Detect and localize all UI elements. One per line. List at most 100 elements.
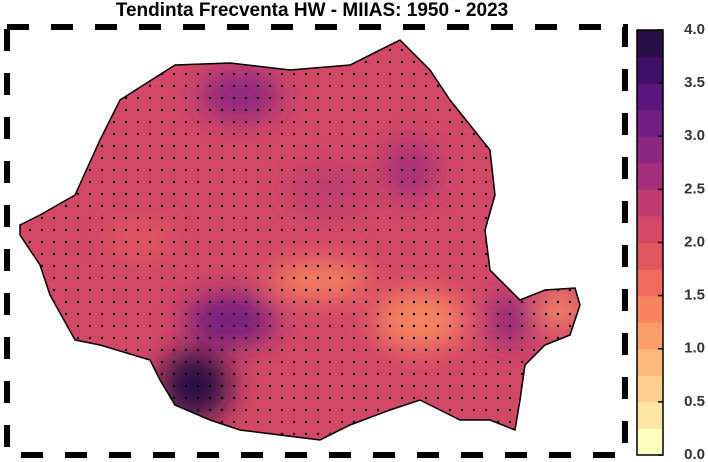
significance-dot (256, 264, 260, 268)
significance-dot (256, 168, 260, 172)
significance-dot (280, 300, 284, 304)
significance-dot (268, 324, 272, 328)
significance-dot (100, 312, 104, 316)
significance-dot (376, 96, 380, 100)
significance-dot (124, 168, 128, 172)
significance-dot (328, 216, 332, 220)
significance-dot (424, 384, 428, 388)
significance-dot (484, 372, 488, 376)
significance-dot (280, 348, 284, 352)
significance-dot (196, 228, 200, 232)
significance-dot (184, 84, 188, 88)
significance-dot (220, 180, 224, 184)
significance-dot (472, 168, 476, 172)
significance-dot (508, 408, 512, 412)
significance-dot (436, 144, 440, 148)
significance-dot (388, 168, 392, 172)
significance-dot (268, 180, 272, 184)
significance-dot (376, 168, 380, 172)
significance-dot (424, 84, 428, 88)
colorbar-bin (637, 56, 663, 84)
significance-dot (220, 144, 224, 148)
significance-dot (340, 84, 344, 88)
significance-dot (412, 144, 416, 148)
significance-dot (244, 168, 248, 172)
significance-dot (316, 252, 320, 256)
significance-dot (532, 312, 536, 316)
significance-dot (124, 132, 128, 136)
colorbar-bin (637, 83, 663, 111)
significance-dot (484, 156, 488, 160)
significance-dot (52, 264, 56, 268)
significance-dot (400, 288, 404, 292)
significance-dot (388, 180, 392, 184)
significance-dot (220, 228, 224, 232)
significance-dot (184, 300, 188, 304)
significance-dot (400, 108, 404, 112)
significance-dot (412, 372, 416, 376)
significance-dot (160, 288, 164, 292)
significance-dot (268, 156, 272, 160)
significance-dot (352, 396, 356, 400)
significance-dot (472, 408, 476, 412)
significance-dot (208, 252, 212, 256)
significance-dot (304, 312, 308, 316)
significance-dot (460, 336, 464, 340)
significance-dot (196, 216, 200, 220)
significance-dot (400, 336, 404, 340)
significance-dot (208, 156, 212, 160)
significance-dot (148, 168, 152, 172)
significance-dot (388, 372, 392, 376)
significance-dot (184, 180, 188, 184)
significance-dot (148, 264, 152, 268)
significance-dot (364, 192, 368, 196)
significance-dot (220, 204, 224, 208)
significance-dot (388, 132, 392, 136)
significance-dot (316, 396, 320, 400)
significance-dot (316, 360, 320, 364)
significance-dot (556, 336, 560, 340)
significance-dot (388, 396, 392, 400)
significance-dot (340, 144, 344, 148)
significance-dot (292, 132, 296, 136)
significance-dot (424, 120, 428, 124)
significance-dot (376, 300, 380, 304)
significance-dot (148, 108, 152, 112)
significance-dot (424, 336, 428, 340)
significance-dot (424, 372, 428, 376)
significance-dot (328, 408, 332, 412)
significance-dot (232, 300, 236, 304)
significance-dot (172, 120, 176, 124)
significance-dot (220, 72, 224, 76)
significance-dot (460, 228, 464, 232)
significance-dot (136, 144, 140, 148)
significance-dot (448, 192, 452, 196)
significance-dot (460, 372, 464, 376)
significance-dot (484, 348, 488, 352)
significance-dot (136, 204, 140, 208)
significance-dot (448, 336, 452, 340)
significance-dot (520, 324, 524, 328)
significance-dot (220, 312, 224, 316)
significance-dot (280, 336, 284, 340)
significance-dot (208, 288, 212, 292)
significance-dot (244, 372, 248, 376)
significance-dot (172, 240, 176, 244)
significance-dot (112, 204, 116, 208)
significance-dot (304, 276, 308, 280)
significance-dot (148, 276, 152, 280)
significance-dot (256, 312, 260, 316)
significance-dot (112, 288, 116, 292)
significance-dot (340, 336, 344, 340)
significance-dot (448, 180, 452, 184)
significance-dot (448, 240, 452, 244)
significance-dot (340, 216, 344, 220)
significance-dot (136, 96, 140, 100)
significance-dot (340, 408, 344, 412)
significance-dot (412, 360, 416, 364)
significance-dot (232, 252, 236, 256)
significance-dot (244, 384, 248, 388)
significance-dot (304, 324, 308, 328)
significance-dot (400, 216, 404, 220)
significance-dot (484, 336, 488, 340)
